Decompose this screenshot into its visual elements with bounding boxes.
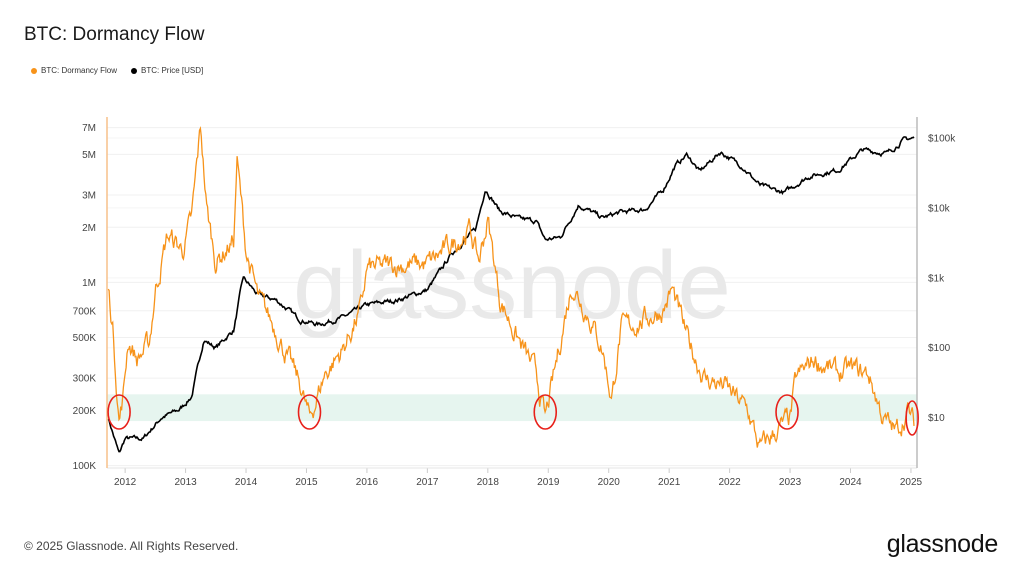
x-tick-label: 2012 — [114, 477, 137, 488]
legend-dot-icon — [131, 67, 138, 74]
left-tick-label: 500K — [73, 333, 97, 344]
legend-item-price[interactable]: BTC: Price [USD] — [131, 66, 203, 75]
right-tick-label: $100 — [928, 343, 951, 354]
left-tick-label: 700K — [73, 306, 97, 317]
x-tick-label: 2022 — [718, 477, 741, 488]
right-tick-label: $1k — [928, 273, 945, 284]
x-tick-label: 2018 — [477, 477, 500, 488]
legend-label: BTC: Dormancy Flow — [41, 66, 118, 75]
highlight-circle — [905, 400, 919, 436]
x-tick-label: 2013 — [174, 477, 197, 488]
highlight-circle — [107, 394, 131, 430]
left-tick-label: 3M — [82, 191, 96, 202]
right-tick-label: $100k — [928, 134, 956, 145]
watermark: glassnode — [293, 232, 731, 339]
x-tick-label: 2020 — [598, 477, 621, 488]
x-tick-label: 2016 — [356, 477, 379, 488]
x-tick-label: 2019 — [537, 477, 560, 488]
right-tick-label: $10k — [928, 203, 951, 214]
legend: BTC: Dormancy Flow BTC: Price [USD] — [31, 66, 203, 75]
left-tick-label: 5M — [82, 150, 96, 161]
x-tick-label: 2025 — [900, 477, 923, 488]
x-tick-label: 2015 — [295, 477, 318, 488]
left-tick-label: 1M — [82, 278, 96, 289]
left-tick-label: 200K — [73, 406, 97, 417]
x-tick-label: 2017 — [416, 477, 439, 488]
x-tick-label: 2021 — [658, 477, 681, 488]
x-tick-label: 2024 — [839, 477, 862, 488]
copyright: © 2025 Glassnode. All Rights Reserved. — [24, 539, 239, 553]
legend-item-dormancy-flow[interactable]: BTC: Dormancy Flow — [31, 66, 117, 75]
glassnode-logo: glassnode — [886, 530, 999, 558]
chart-title: BTC: Dormancy Flow — [24, 24, 205, 45]
legend-label: BTC: Price [USD] — [141, 66, 204, 75]
left-tick-label: 2M — [82, 223, 96, 234]
highlight-circle — [533, 394, 558, 430]
x-tick-label: 2014 — [235, 477, 258, 488]
left-tick-label: 7M — [82, 123, 96, 134]
left-tick-label: 100K — [73, 461, 97, 472]
x-tick-label: 2023 — [779, 477, 802, 488]
highlight-circle — [297, 394, 322, 430]
price-line — [107, 136, 915, 453]
right-tick-label: $10 — [928, 413, 945, 424]
value-band — [107, 394, 917, 422]
left-tick-label: 300K — [73, 374, 97, 385]
highlight-circle — [775, 394, 799, 430]
legend-dot-icon — [31, 67, 37, 74]
